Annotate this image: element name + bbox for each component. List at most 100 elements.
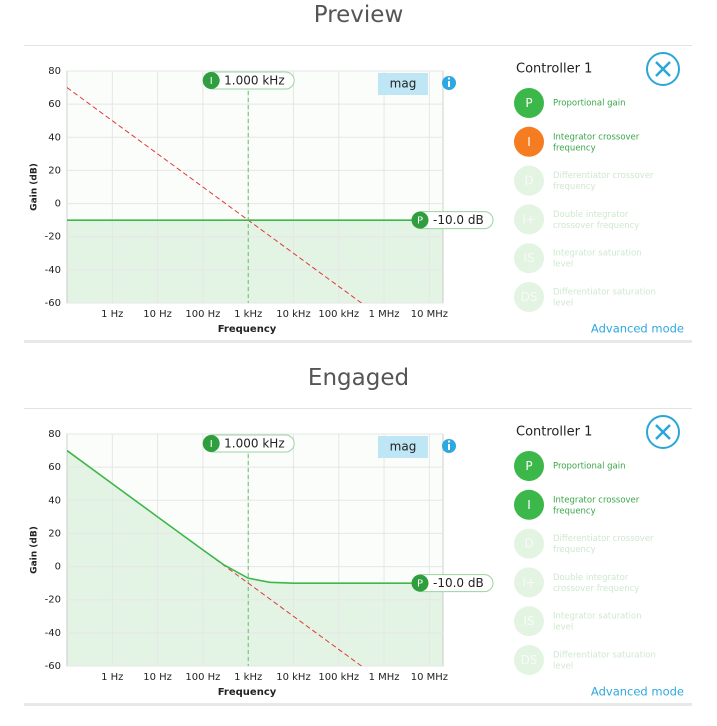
controller-item-letter: D [524, 174, 533, 188]
controller-item-icon[interactable] [514, 528, 544, 559]
y-tick-label: -20 [45, 232, 61, 243]
advanced-mode-link[interactable]: Advanced mode [591, 685, 684, 699]
info-icon-dot [447, 440, 451, 443]
y-tick-label: 20 [48, 528, 61, 539]
x-tick-label: 100 kHz [318, 309, 359, 320]
controller-item-icon[interactable] [514, 567, 544, 598]
series-line [67, 87, 363, 303]
controller-item-label[interactable]: Integrator crossover frequency [553, 132, 640, 153]
y-axis-label: Gain (dB) [30, 163, 40, 211]
area-fill [67, 450, 443, 666]
y-tick-label: 40 [48, 132, 61, 143]
y-tick-label: 60 [48, 99, 61, 110]
cursor-handle[interactable] [202, 72, 220, 89]
card-bottom-shadow [24, 703, 692, 706]
advanced-mode-link[interactable]: Advanced mode [591, 322, 684, 336]
controller-title: Controller 1 [516, 62, 592, 77]
level-letter: P [417, 579, 423, 590]
controller-item-label[interactable]: Integrator saturation level [553, 248, 642, 269]
info-icon-bar [448, 444, 450, 450]
x-axis-label: Frequency [218, 324, 277, 335]
level-handle[interactable] [411, 211, 429, 229]
panel-heading: Engaged [307, 365, 410, 391]
controller-item-label[interactable]: Differentiator saturation level [553, 650, 656, 671]
y-tick-label: 80 [48, 429, 61, 440]
cursor-letter: I [210, 439, 213, 450]
controller-item-icon[interactable] [514, 165, 544, 196]
panel-heading: Preview [313, 2, 404, 28]
cursor-letter: I [210, 76, 213, 87]
controller-item-letter: I+ [522, 575, 536, 589]
controller-item-icon[interactable] [514, 88, 544, 118]
mode-button-label: mag [390, 77, 417, 91]
panel: Engaged -60 -40 -20 0 20 40 60 80 1 Hz 10 Hz 100 Hz… [0, 363, 717, 726]
mode-button[interactable] [378, 73, 428, 95]
area-fill [67, 220, 443, 303]
controller-item-icon[interactable] [514, 204, 544, 235]
y-tick-label: 60 [48, 462, 61, 473]
controller-item-icon[interactable] [514, 489, 544, 520]
y-axis-label: Gain (dB) [30, 526, 40, 574]
series-line [67, 449, 443, 584]
controller-item-icon[interactable] [514, 282, 544, 312]
card: -60 -40 -20 0 20 40 60 80 1 Hz 10 Hz 100 Hz 1 kHz 10… [24, 408, 692, 706]
x-tick-label: 100 Hz [185, 309, 220, 320]
x-tick-label: 1 Hz [101, 309, 123, 320]
cursor-value: 1.000 kHz [224, 437, 284, 451]
controller-item-letter: I+ [522, 212, 536, 226]
controller-item-icon[interactable] [514, 451, 544, 481]
controller-item-label[interactable]: Differentiator saturation level [553, 287, 656, 308]
mode-button[interactable] [378, 436, 428, 458]
controller-item-letter: IS [523, 251, 534, 265]
x-tick-label: 100 Hz [185, 672, 220, 683]
x-tick-label: 10 kHz [276, 672, 310, 683]
controller-item-label[interactable]: Integrator saturation level [553, 611, 642, 632]
close-icon [655, 424, 671, 440]
controller-item-letter: I [527, 135, 531, 149]
controller-item-label[interactable]: Proportional gain [553, 99, 625, 109]
controller-item-letter: DS [521, 290, 538, 304]
x-tick-label: 10 MHz [411, 309, 448, 320]
cursor-handle[interactable] [202, 435, 220, 452]
y-tick-label: -40 [45, 265, 61, 276]
controller-item-letter: I [527, 498, 531, 512]
info-icon-dot [447, 77, 451, 80]
x-tick-label: 1 MHz [369, 309, 400, 320]
controller-item-icon[interactable] [514, 645, 544, 675]
y-tick-label: 0 [55, 562, 61, 573]
card: -60 -40 -20 0 20 40 60 80 1 Hz 10 Hz 100 Hz 1 kHz 10… [24, 45, 692, 343]
level-letter: P [417, 216, 423, 227]
controller-item-letter: D [524, 537, 533, 551]
controller-item-letter: DS [521, 653, 538, 667]
y-tick-label: -40 [45, 628, 61, 639]
controller-item-label[interactable]: Proportional gain [553, 462, 625, 472]
level-handle[interactable] [411, 574, 429, 592]
x-tick-label: 10 kHz [276, 309, 310, 320]
mode-button-label: mag [390, 440, 417, 454]
controller-item-letter: P [525, 459, 532, 473]
controller-item-icon[interactable] [514, 126, 544, 157]
controller-item-label[interactable]: Double integrator crossover frequency [553, 209, 639, 230]
level-value: -10.0 dB [433, 213, 484, 227]
controller-item-label[interactable]: Differentiator crossover frequency [553, 171, 654, 192]
controller-item-icon[interactable] [514, 243, 544, 274]
y-tick-label: -60 [45, 661, 61, 672]
panel: Preview -60 -40 -20 0 20 40 60 80 1 Hz 10 Hz 100 Hz… [24, 2, 692, 343]
controller-item-label[interactable]: Differentiator crossover frequency [553, 534, 654, 555]
plot-area [66, 433, 444, 667]
y-tick-label: -60 [45, 298, 61, 309]
y-tick-label: 40 [48, 495, 61, 506]
x-axis-label: Frequency [218, 687, 277, 698]
controller-item-letter: P [525, 96, 532, 110]
info-icon-bar [448, 81, 450, 87]
x-tick-label: 10 MHz [411, 672, 448, 683]
x-tick-label: 1 kHz [234, 309, 262, 320]
controller-item-label[interactable]: Double integrator crossover frequency [553, 572, 639, 593]
controller-item-icon[interactable] [514, 606, 544, 637]
x-tick-label: 1 kHz [234, 672, 262, 683]
level-value: -10.0 dB [433, 576, 484, 590]
x-tick-label: 1 MHz [369, 672, 400, 683]
controller-item-label[interactable]: Integrator crossover frequency [553, 495, 640, 516]
x-tick-label: 100 kHz [318, 672, 359, 683]
